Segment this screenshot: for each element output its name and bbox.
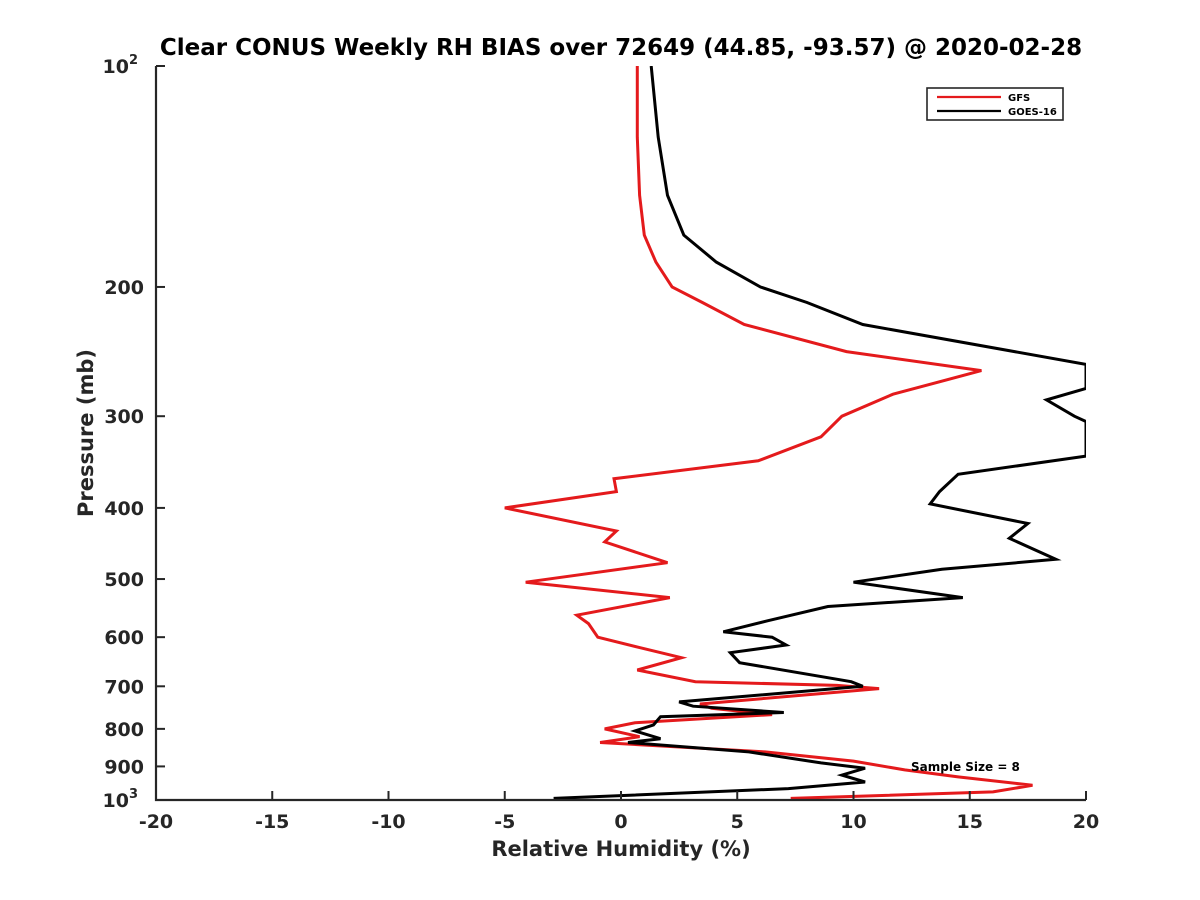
- y-tick-label: 600: [104, 627, 144, 649]
- series-layer: [504, 66, 1086, 800]
- y-tick-label: 700: [104, 676, 144, 698]
- chart-title: Clear CONUS Weekly RH BIAS over 72649 (4…: [160, 35, 1082, 61]
- y-tick-label: 900: [104, 756, 144, 778]
- legend: GFS GOES-16: [926, 87, 1064, 121]
- x-tick-label: 10: [840, 811, 866, 833]
- x-tick-label: -10: [371, 811, 405, 833]
- y-tick-label: 400: [104, 498, 144, 520]
- legend-label-gfs: GFS: [1008, 93, 1030, 104]
- series-line-gfs: [504, 66, 1033, 800]
- sample-size-annotation: Sample Size = 8: [911, 760, 1020, 774]
- axes-frame: [154, 66, 1086, 802]
- y-tick-label: 200: [104, 277, 144, 299]
- y-tick-label: 300: [104, 406, 144, 428]
- x-axis-label: Relative Humidity (%): [491, 837, 750, 861]
- x-axis-ticks: -20 -15 -10 -5 0 5 10 15 20: [139, 791, 1099, 833]
- x-tick-label: -5: [494, 811, 515, 833]
- legend-box: [926, 87, 1064, 121]
- series-line-goes-16: [553, 66, 1086, 800]
- x-tick-label: 20: [1073, 811, 1099, 833]
- x-tick-label: -15: [255, 811, 289, 833]
- y-tick-label: 103: [103, 787, 139, 812]
- legend-label-goes-16: GOES-16: [1008, 107, 1057, 118]
- y-axis-ticks: 102 200 300 400 500 600 700 800 900 103: [103, 53, 165, 812]
- x-tick-label: 15: [957, 811, 983, 833]
- y-tick-label: 500: [104, 569, 144, 591]
- x-tick-label: 0: [614, 811, 627, 833]
- x-tick-label: -20: [139, 811, 173, 833]
- y-axis-label: Pressure (mb): [74, 349, 98, 517]
- y-tick-label: 800: [104, 719, 144, 741]
- x-tick-label: 5: [731, 811, 744, 833]
- y-tick-label: 102: [103, 53, 139, 78]
